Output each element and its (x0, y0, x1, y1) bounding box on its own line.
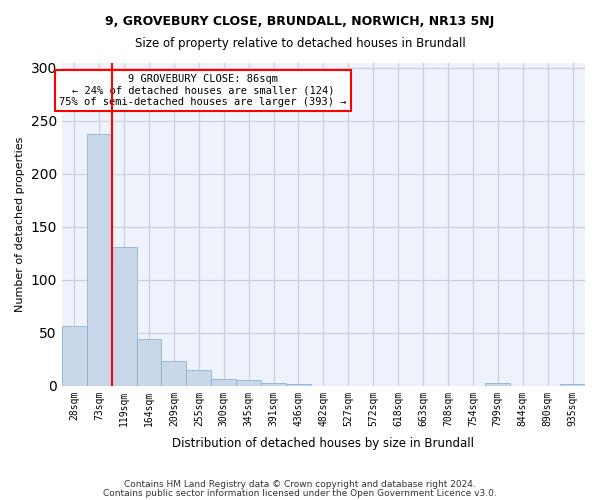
Text: Contains public sector information licensed under the Open Government Licence v3: Contains public sector information licen… (103, 488, 497, 498)
Y-axis label: Number of detached properties: Number of detached properties (15, 136, 25, 312)
X-axis label: Distribution of detached houses by size in Brundall: Distribution of detached houses by size … (172, 437, 475, 450)
Bar (62, 326, 87, 386)
Text: Size of property relative to detached houses in Brundall: Size of property relative to detached ho… (134, 38, 466, 51)
Bar (560, 384, 585, 386)
Bar (112, 247, 137, 386)
Bar (137, 339, 161, 386)
Text: 9 GROVEBURY CLOSE: 86sqm
← 24% of detached houses are smaller (124)
75% of semi-: 9 GROVEBURY CLOSE: 86sqm ← 24% of detach… (59, 74, 347, 107)
Bar (236, 380, 261, 386)
Text: Contains HM Land Registry data © Crown copyright and database right 2024.: Contains HM Land Registry data © Crown c… (124, 480, 476, 489)
Bar (485, 382, 510, 386)
Bar (187, 370, 211, 386)
Bar (286, 384, 311, 386)
Bar (261, 382, 286, 386)
Bar (211, 380, 236, 386)
Bar (87, 134, 112, 386)
Text: 9, GROVEBURY CLOSE, BRUNDALL, NORWICH, NR13 5NJ: 9, GROVEBURY CLOSE, BRUNDALL, NORWICH, N… (106, 15, 494, 28)
Bar (161, 362, 187, 386)
